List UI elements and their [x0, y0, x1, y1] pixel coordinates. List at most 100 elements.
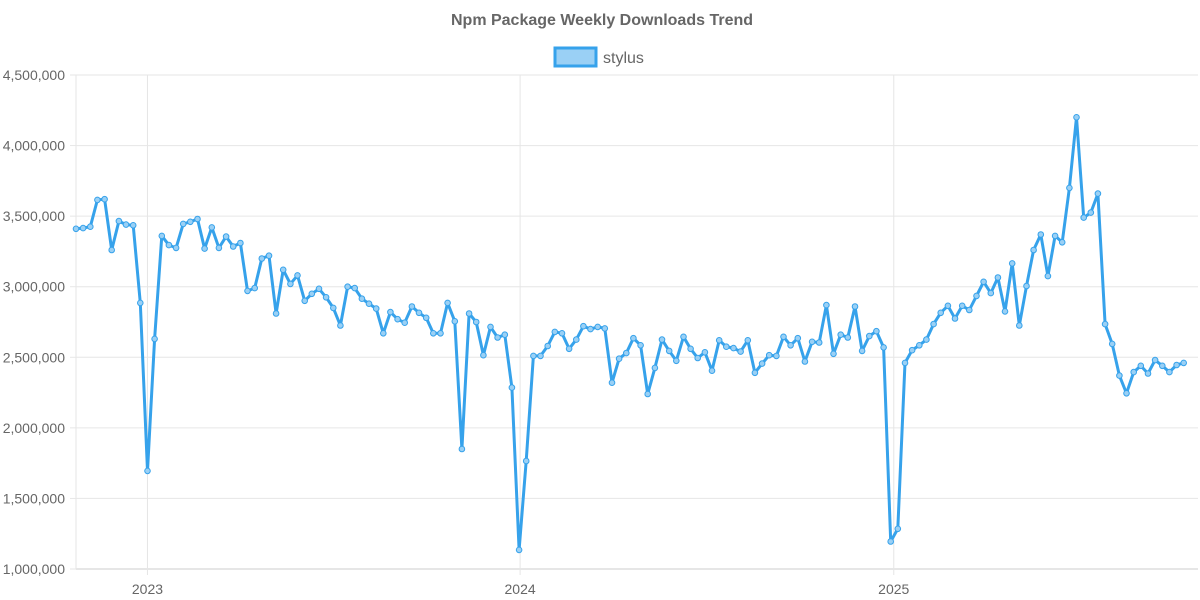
data-point[interactable]: [351, 284, 359, 292]
data-point[interactable]: [344, 283, 351, 291]
data-point[interactable]: [830, 350, 837, 358]
data-point[interactable]: [644, 390, 652, 398]
data-point[interactable]: [1030, 246, 1037, 254]
data-point[interactable]: [1137, 362, 1145, 370]
data-point[interactable]: [465, 310, 473, 317]
data-point[interactable]: [594, 323, 602, 331]
data-point[interactable]: [337, 322, 344, 329]
data-point[interactable]: [708, 367, 716, 375]
data-point[interactable]: [1051, 232, 1059, 240]
data-point[interactable]: [758, 360, 766, 367]
data-point[interactable]: [222, 233, 230, 240]
data-point[interactable]: [380, 330, 387, 337]
data-point[interactable]: [158, 232, 166, 240]
data-point[interactable]: [279, 266, 287, 274]
data-point[interactable]: [1044, 272, 1052, 280]
data-point[interactable]: [1023, 282, 1030, 290]
data-point[interactable]: [1166, 368, 1173, 376]
data-point[interactable]: [187, 218, 194, 226]
data-point[interactable]: [1016, 322, 1023, 329]
data-point[interactable]: [694, 354, 702, 362]
data-point[interactable]: [1080, 214, 1087, 221]
data-point[interactable]: [973, 292, 980, 300]
data-point[interactable]: [208, 224, 216, 231]
data-point[interactable]: [723, 343, 730, 351]
data-point[interactable]: [237, 239, 244, 247]
data-point[interactable]: [837, 331, 845, 339]
data-point[interactable]: [580, 322, 587, 330]
data-point[interactable]: [544, 342, 552, 350]
data-point[interactable]: [115, 217, 123, 225]
data-point[interactable]: [415, 309, 423, 317]
data-point[interactable]: [787, 342, 794, 349]
data-point[interactable]: [858, 347, 866, 355]
data-point[interactable]: [866, 332, 873, 340]
data-point[interactable]: [587, 325, 594, 333]
data-point[interactable]: [137, 299, 144, 307]
data-point[interactable]: [658, 336, 666, 343]
data-point[interactable]: [894, 525, 902, 533]
data-point[interactable]: [330, 304, 337, 312]
data-point[interactable]: [165, 241, 173, 249]
data-point[interactable]: [937, 309, 945, 317]
data-point[interactable]: [673, 357, 680, 365]
data-point[interactable]: [637, 342, 644, 349]
data-point[interactable]: [365, 300, 373, 308]
data-point[interactable]: [1180, 359, 1187, 367]
data-point[interactable]: [215, 244, 223, 252]
data-point[interactable]: [951, 315, 959, 322]
data-point[interactable]: [1101, 320, 1109, 328]
data-point[interactable]: [908, 346, 916, 354]
data-point[interactable]: [901, 359, 909, 367]
data-point[interactable]: [1151, 356, 1159, 364]
data-point[interactable]: [87, 223, 94, 230]
data-point[interactable]: [615, 355, 623, 363]
data-point[interactable]: [801, 358, 809, 365]
data-point[interactable]: [229, 243, 237, 250]
data-point[interactable]: [1116, 372, 1123, 379]
data-point[interactable]: [630, 334, 637, 342]
data-point[interactable]: [794, 334, 802, 342]
data-point[interactable]: [530, 352, 537, 360]
data-point[interactable]: [322, 294, 330, 301]
legend-swatch[interactable]: [553, 46, 598, 68]
data-point[interactable]: [451, 318, 459, 325]
data-point[interactable]: [737, 348, 744, 355]
data-point[interactable]: [394, 315, 401, 323]
data-point[interactable]: [751, 369, 759, 377]
data-point[interactable]: [1066, 184, 1073, 192]
data-point[interactable]: [408, 303, 416, 310]
data-point[interactable]: [665, 347, 673, 355]
data-point[interactable]: [930, 320, 937, 328]
data-point[interactable]: [172, 244, 180, 252]
data-point[interactable]: [916, 342, 923, 349]
data-point[interactable]: [515, 546, 523, 554]
data-point[interactable]: [244, 287, 251, 295]
data-point[interactable]: [1087, 209, 1095, 216]
data-point[interactable]: [72, 225, 80, 233]
data-point[interactable]: [701, 349, 709, 356]
data-point[interactable]: [522, 457, 530, 465]
data-point[interactable]: [873, 327, 880, 335]
data-point[interactable]: [422, 314, 430, 322]
data-point[interactable]: [194, 215, 201, 223]
data-point[interactable]: [730, 344, 737, 352]
data-point[interactable]: [844, 334, 852, 341]
legend-label[interactable]: stylus: [603, 50, 644, 67]
data-point[interactable]: [101, 195, 108, 203]
data-point[interactable]: [430, 330, 437, 337]
data-point[interactable]: [144, 467, 151, 475]
data-point[interactable]: [108, 246, 115, 254]
data-point[interactable]: [687, 345, 694, 353]
data-point[interactable]: [1159, 362, 1166, 370]
data-point[interactable]: [401, 319, 409, 327]
data-point[interactable]: [315, 285, 323, 293]
data-point[interactable]: [201, 245, 208, 252]
data-point[interactable]: [573, 336, 580, 343]
data-point[interactable]: [987, 289, 995, 297]
data-point[interactable]: [1144, 370, 1152, 377]
data-point[interactable]: [880, 344, 887, 351]
data-point[interactable]: [372, 305, 380, 312]
data-point[interactable]: [294, 272, 301, 279]
data-point[interactable]: [780, 333, 787, 341]
